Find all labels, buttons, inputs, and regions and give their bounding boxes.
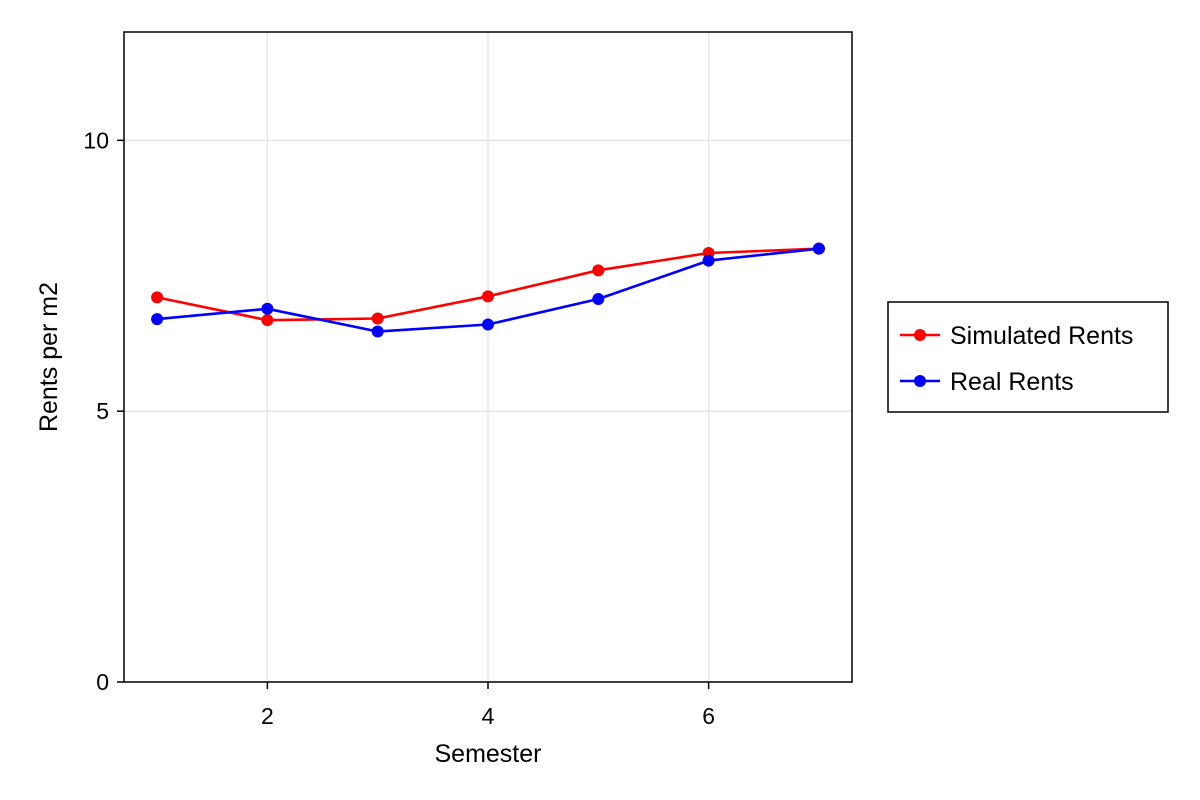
data-point [812,242,825,255]
legend-items: Simulated Rents Real Rents [900,322,1133,396]
legend-box [887,301,1169,413]
series-2 [151,242,825,338]
legend: Simulated Rents Real Rents [887,301,1169,413]
legend-swatch-marker [914,329,926,341]
data-point [702,254,715,267]
data-point [261,302,274,315]
y-tick-label: 5 [96,398,109,424]
series-layer [151,242,825,338]
data-point [482,290,494,303]
data-point [592,264,605,277]
data-point [151,291,164,304]
data-point [151,313,164,326]
data-point [371,325,384,338]
legend-label: Simulated Rents [950,322,1133,350]
x-tick-label: 4 [482,703,495,729]
x-tick-label: 6 [702,703,715,729]
data-point [261,314,274,327]
legend-entry: Real Rents [900,368,1074,396]
grid-layer [124,32,852,682]
y-tick-label: 0 [96,669,109,695]
legend-swatch-marker [914,375,926,387]
x-axis-label: Semester [435,740,542,768]
y-tick-label: 10 [83,127,109,153]
legend-entry: Simulated Rents [900,322,1133,350]
x-tick-label: 2 [261,703,274,729]
data-point [482,318,494,331]
legend-label: Real Rents [950,368,1074,396]
data-point [371,312,384,325]
y-axis-label: Rents per m2 [35,282,63,432]
data-point [592,293,605,306]
ticks-layer: 2 4 6 0 5 10 [83,127,715,729]
